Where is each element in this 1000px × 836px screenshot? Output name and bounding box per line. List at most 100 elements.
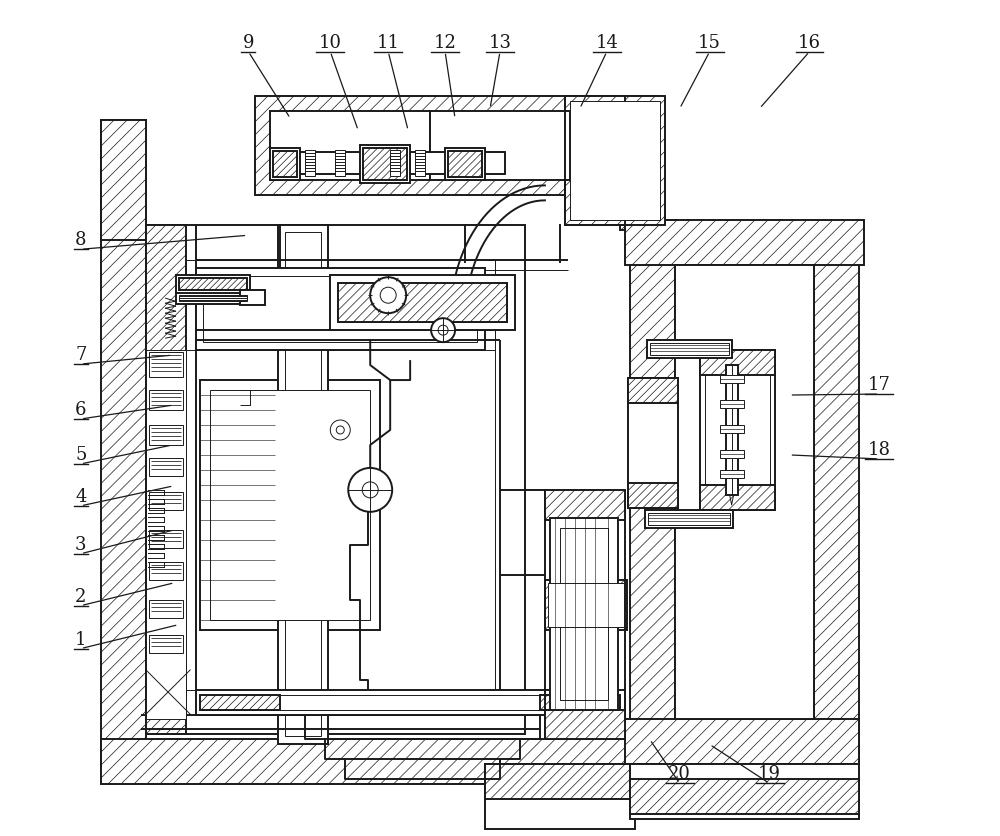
Text: 10: 10 [319,33,342,52]
Bar [101,120,146,769]
Bar [338,283,507,322]
Bar [196,268,485,350]
Bar [448,151,482,177]
Text: 4: 4 [75,488,86,506]
Bar [720,375,744,383]
Bar [176,275,250,293]
Bar [545,490,625,520]
Bar [545,579,627,630]
Bar [146,226,186,735]
Bar [415,150,425,176]
Text: 17: 17 [868,376,891,394]
Circle shape [348,468,392,512]
Circle shape [438,325,448,335]
Bar [149,492,183,510]
Bar [240,290,265,305]
Bar [630,764,859,819]
Bar [390,150,400,176]
Text: 14: 14 [595,33,618,52]
Bar [149,390,183,410]
Bar [625,720,859,764]
Bar [814,226,859,764]
Circle shape [336,426,344,434]
Bar [330,275,515,330]
Text: 8: 8 [75,232,86,249]
Bar [628,378,678,507]
Bar [560,528,608,700]
Text: 19: 19 [758,766,781,783]
Bar [540,695,620,710]
Bar [545,710,625,740]
Bar [430,110,570,181]
Bar [255,95,595,196]
Bar [149,530,183,548]
Text: 3: 3 [75,536,86,553]
Bar [363,149,407,181]
Bar [149,425,183,445]
Text: 20: 20 [668,766,691,783]
Bar [149,599,183,618]
Bar [101,120,146,240]
Text: 13: 13 [488,33,511,52]
Bar [200,380,380,630]
Bar [445,149,485,181]
Bar [278,226,328,744]
Bar [628,378,678,403]
Bar [550,517,618,710]
Bar [630,779,859,814]
Bar [200,695,280,710]
Bar [196,690,625,715]
Bar [700,350,775,375]
Bar [149,562,183,579]
Bar [338,283,507,322]
Text: 2: 2 [75,588,86,606]
Bar [203,276,477,342]
Bar [270,149,300,181]
Circle shape [362,482,378,498]
Bar [270,152,505,175]
Bar [101,740,630,784]
Bar [273,151,297,177]
Text: 12: 12 [434,33,457,52]
Bar [285,232,321,737]
Bar [186,260,495,350]
Bar [726,365,738,495]
Bar [485,764,635,799]
Text: 6: 6 [75,401,86,419]
Bar [700,350,775,510]
Circle shape [370,278,406,314]
Bar [360,145,410,183]
Text: 9: 9 [243,33,254,52]
Text: 15: 15 [698,33,721,52]
Bar [700,485,775,510]
Bar [625,221,864,265]
Bar [270,110,430,181]
Bar [570,100,660,221]
Bar [705,355,770,505]
Text: 1: 1 [75,630,86,649]
Bar [565,95,665,226]
Bar [179,278,247,290]
Text: 5: 5 [75,446,86,464]
Bar [200,695,620,710]
Bar [186,260,495,690]
Text: 11: 11 [377,33,400,52]
Bar [149,635,183,653]
Bar [648,512,730,525]
Bar [146,226,525,735]
Bar [305,150,315,176]
Bar [620,140,665,230]
Bar [565,95,630,226]
Bar [720,400,744,408]
Circle shape [380,288,396,303]
Bar [630,221,675,764]
Bar [149,352,183,377]
Bar [720,425,744,433]
Bar [485,764,635,829]
Bar [720,470,744,478]
Bar [176,293,250,304]
Bar [146,350,186,720]
Bar [650,343,729,355]
Bar [335,150,345,176]
Bar [210,390,370,619]
